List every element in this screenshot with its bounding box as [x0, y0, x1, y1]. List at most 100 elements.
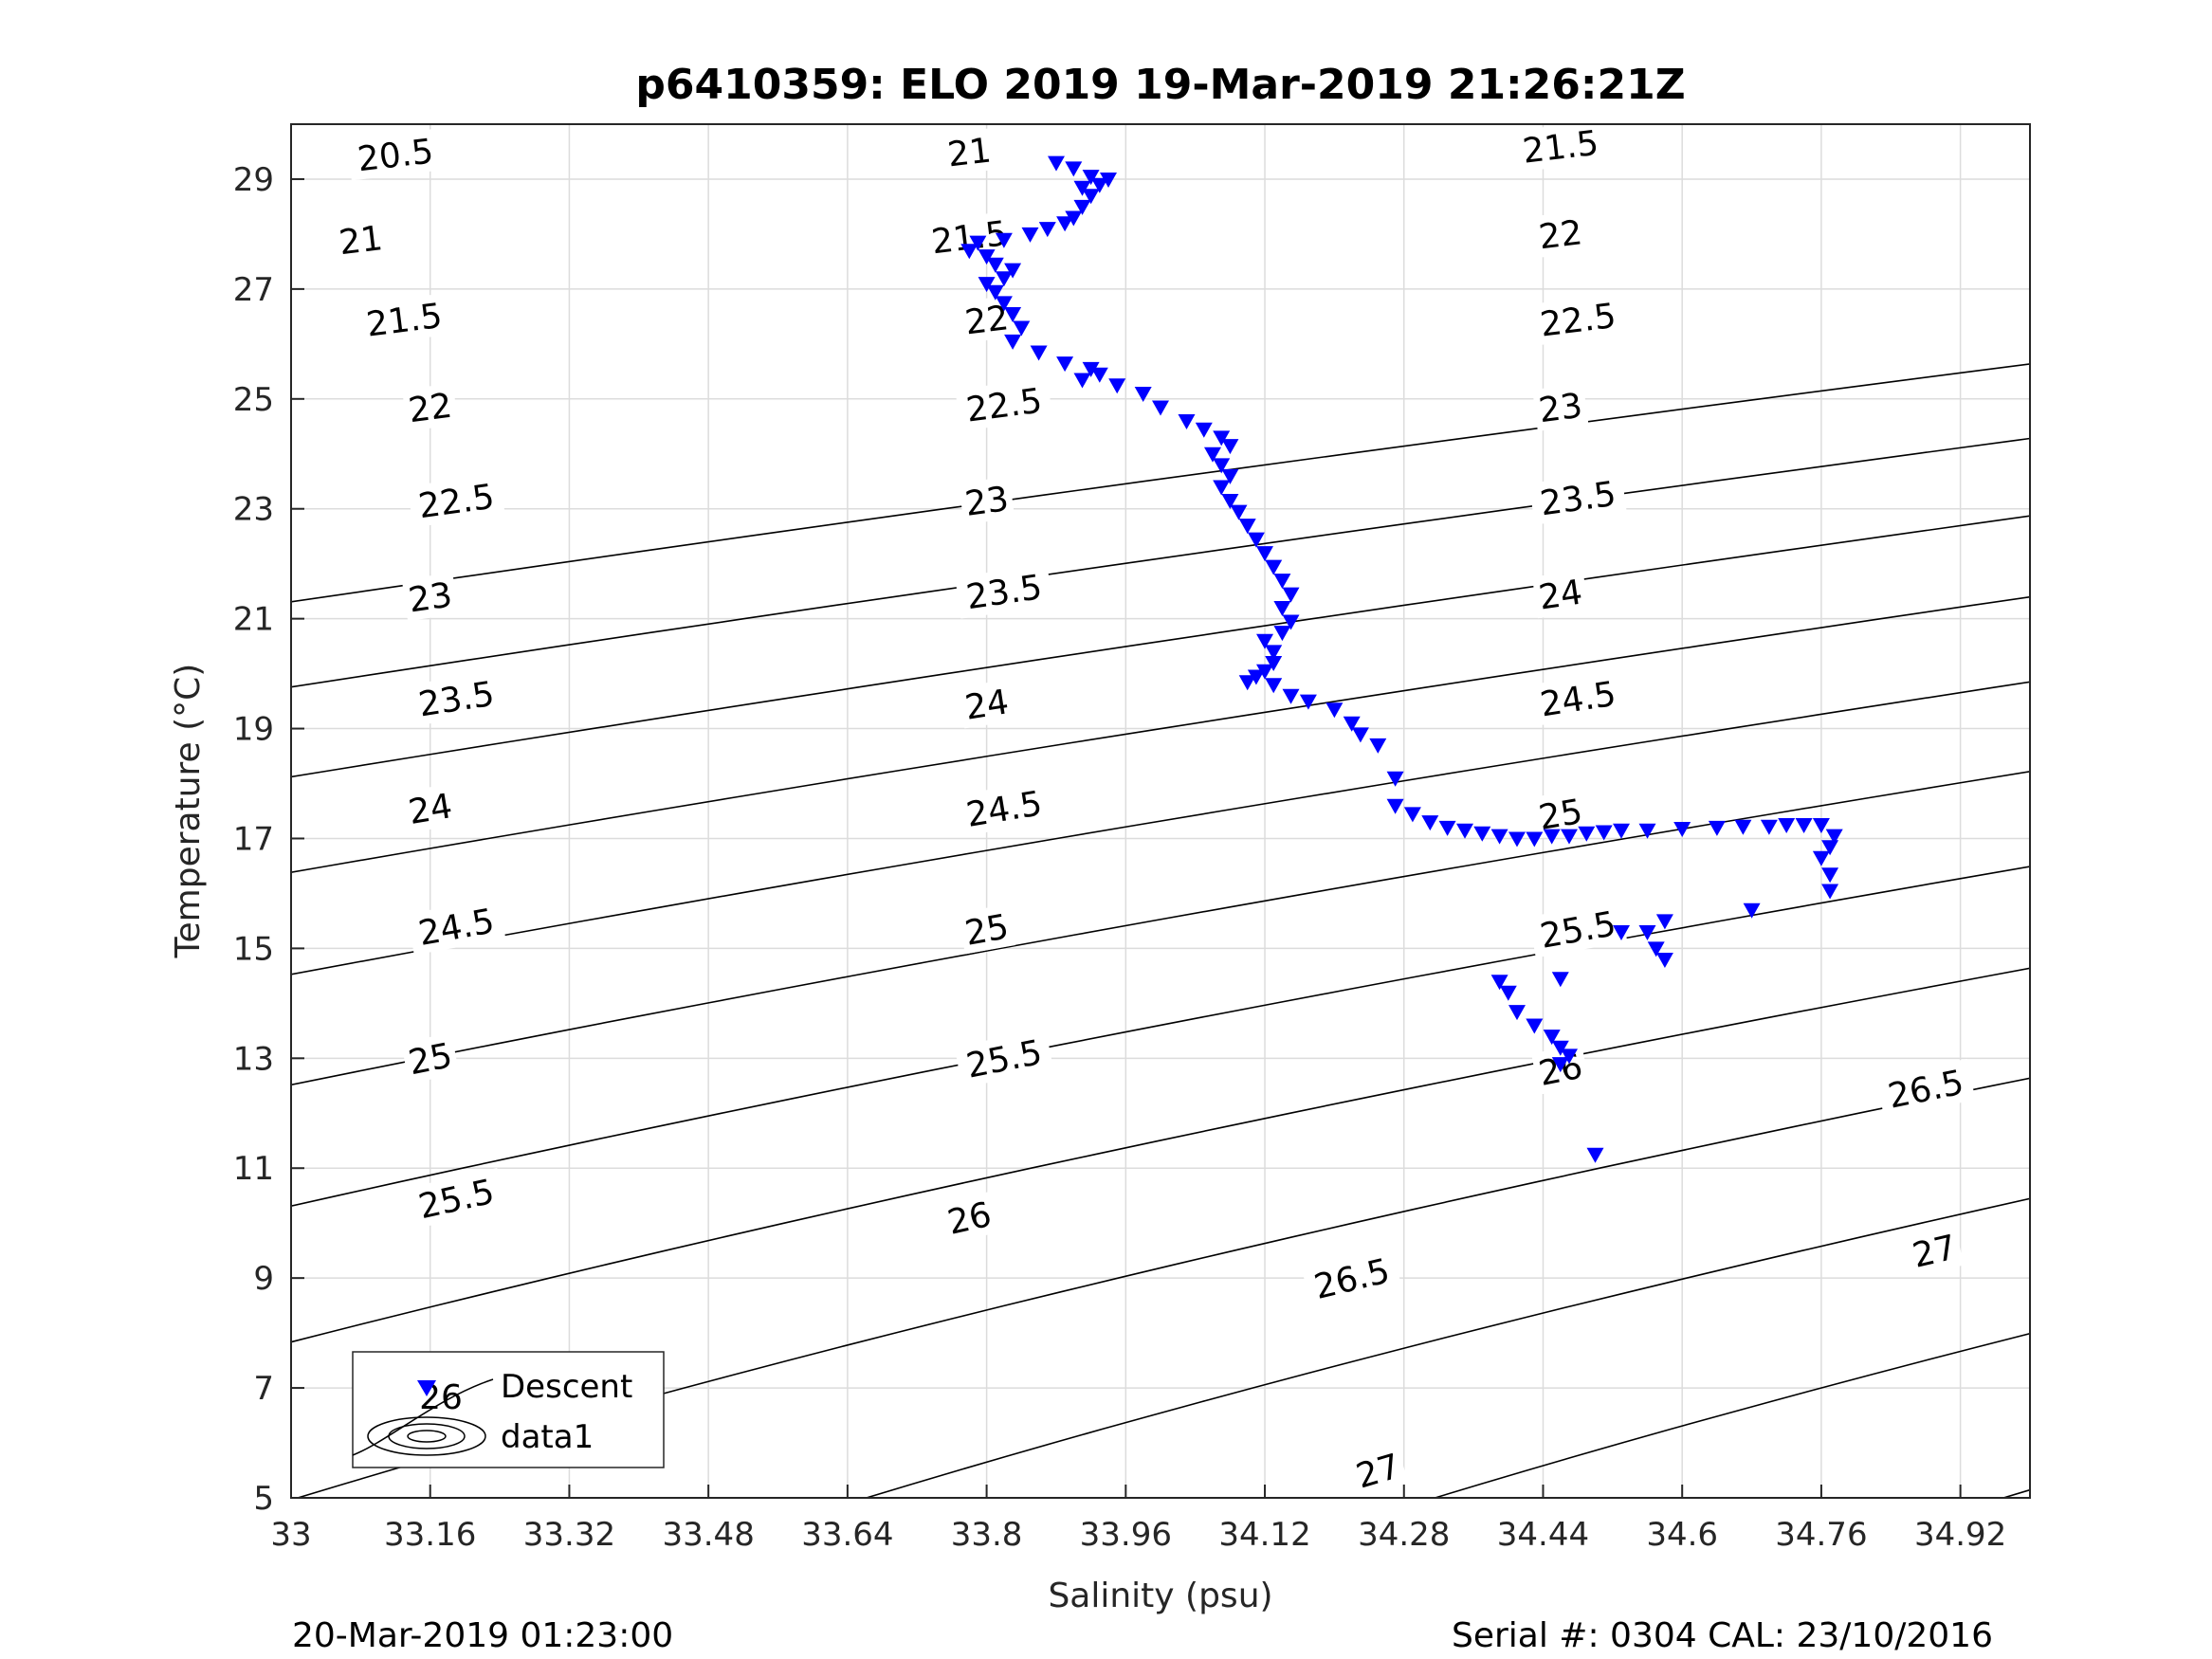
footer-serial-cal: Serial #: 0304 CAL: 23/10/2016: [1452, 1616, 1993, 1655]
x-tick-label: 34.28: [1358, 1516, 1450, 1554]
descent-point: [1743, 902, 1761, 919]
contour-label-text: 26: [944, 1195, 996, 1243]
contour-label-text: 25: [1536, 793, 1585, 838]
descent-point: [1073, 373, 1091, 389]
x-tick-label: 33: [270, 1516, 311, 1554]
descent-point: [1299, 694, 1317, 710]
x-tick-label: 34.92: [1914, 1516, 2006, 1554]
chart-title: p6410359: ELO 2019 19-Mar-2019 21:26:21Z: [635, 61, 1685, 109]
contour-label-text: 22.5: [1538, 297, 1618, 345]
x-tick-label: 33.32: [523, 1516, 615, 1554]
contour-line: [291, 595, 2030, 873]
descent-point: [1655, 914, 1673, 930]
contour-label: 22: [402, 383, 459, 431]
y-tick-label: 9: [253, 1260, 274, 1298]
descent-point: [1282, 614, 1300, 630]
contour-line: [295, 1077, 2030, 1498]
descent-point: [995, 232, 1013, 248]
contour-line: [291, 681, 2030, 975]
descent-point: [1004, 307, 1022, 322]
contour-label: 24: [958, 679, 1015, 729]
contour-label-bg: [355, 292, 453, 346]
x-tick-label: 33.96: [1080, 1516, 1172, 1554]
descent-point: [1386, 798, 1404, 814]
descent-point: [1256, 633, 1273, 649]
descent-point: [1708, 820, 1726, 836]
descent-point: [1821, 884, 1839, 900]
x-axis-label: Salinity (psu): [1048, 1577, 1272, 1615]
descent-point: [1655, 953, 1673, 968]
y-tick-label: 13: [233, 1040, 274, 1078]
descent-point: [1821, 867, 1839, 884]
descent-point: [1134, 387, 1152, 402]
descent-point: [1825, 829, 1843, 845]
axes-box: [290, 123, 2031, 1499]
descent-point: [1561, 829, 1578, 845]
contour-label: 23: [401, 572, 459, 622]
x-tick-label: 34.6: [1646, 1516, 1718, 1554]
x-tick-label: 34.12: [1218, 1516, 1310, 1554]
contour-label-bg: [1531, 569, 1589, 619]
descent-point: [1403, 807, 1421, 823]
descent-point: [1090, 367, 1108, 383]
x-tick-label: 34.44: [1497, 1516, 1589, 1554]
descent-point: [1508, 831, 1526, 848]
descent-point: [1812, 818, 1830, 833]
descent-point: [1586, 1147, 1604, 1163]
contour-label: 27: [1904, 1224, 1965, 1277]
descent-point: [1100, 173, 1117, 188]
contour-label-bg: [400, 1032, 460, 1085]
descent-point: [1265, 559, 1283, 575]
descent-point: [1282, 688, 1300, 704]
legend-descent-marker: [417, 1380, 436, 1396]
contour-label-text: 22: [407, 387, 455, 431]
legend-descent-label: Descent: [501, 1368, 632, 1406]
contour-label-text: 24: [962, 683, 1012, 728]
contour-label: 21.5: [1511, 119, 1610, 173]
contour-label: 24.5: [1528, 670, 1627, 726]
descent-point: [1551, 1057, 1569, 1073]
contour-label-text: 23: [1537, 387, 1585, 431]
descent-point: [1386, 771, 1404, 787]
contour-label-bg: [407, 473, 505, 528]
contour-label-bg: [954, 1029, 1054, 1088]
contour-label-text: 27: [1909, 1228, 1960, 1275]
descent-point: [1152, 400, 1169, 416]
descent-point: [1082, 170, 1100, 186]
contour-label-text: 20.5: [356, 132, 435, 179]
descent-point: [1213, 430, 1231, 447]
descent-point: [1247, 669, 1265, 685]
descent-point: [1230, 504, 1248, 520]
contour-label-bg: [1532, 383, 1589, 431]
contour-label-bg: [955, 563, 1053, 619]
descent-point: [1438, 820, 1456, 836]
descent-point: [1490, 975, 1508, 991]
legend-contour-segment: [352, 1378, 494, 1456]
descent-point: [1821, 840, 1839, 856]
contour-label: 25.5: [1528, 900, 1628, 958]
contour-label-text: 21: [945, 131, 993, 174]
descent-point: [1247, 532, 1265, 548]
contour-label: 24: [401, 783, 459, 833]
contour-label-text: 21.5: [1521, 124, 1600, 172]
y-tick-label: 7: [253, 1370, 274, 1408]
contour-label-bg: [958, 476, 1015, 525]
contour-label-text: 23: [962, 480, 1011, 524]
descent-point: [969, 235, 987, 251]
y-tick-label: 29: [233, 161, 274, 199]
descent-point: [1221, 468, 1239, 484]
contour-label: 24.5: [407, 897, 506, 956]
y-tick-label: 23: [233, 491, 274, 529]
descent-point: [1613, 925, 1630, 940]
contour-label-text: 21: [337, 219, 384, 263]
descent-point: [1265, 678, 1283, 694]
contour-label-bg: [1528, 670, 1627, 726]
contour-label-bg: [401, 783, 459, 833]
y-tick-label: 19: [233, 711, 274, 749]
x-axis-ticks: 33 33.16 33.32 33.48 33.64 33.8 33.96 34.12 34.2…: [270, 1485, 2006, 1554]
legend-data1-label: data1: [501, 1418, 594, 1456]
contour-label-bg: [955, 377, 1053, 431]
contour-label-bg: [959, 295, 1015, 344]
descent-point: [1638, 925, 1656, 940]
contour-label-bg: [1528, 292, 1627, 346]
